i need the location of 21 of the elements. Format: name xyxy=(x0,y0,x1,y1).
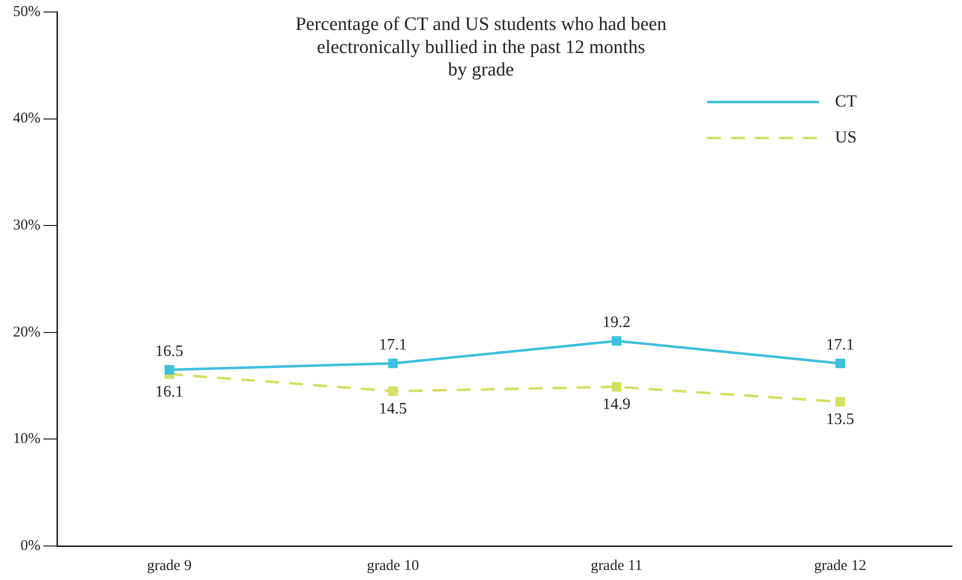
y-tick-label: 50% xyxy=(12,4,40,20)
data-label: 16.5 xyxy=(155,342,184,360)
data-label: 17.1 xyxy=(378,336,407,354)
text: Percentage of CT and US students who had been electronically bullied in the past 12 months by grade xyxy=(295,14,668,81)
y-tick-label: 0% xyxy=(20,538,40,554)
data-label: 13.5 xyxy=(826,411,854,428)
data-label: 14.9 xyxy=(602,396,631,414)
y-tick-label: 40% xyxy=(12,110,40,127)
y-tick-label: 10% xyxy=(12,431,40,448)
x-tick-label: grade 9 xyxy=(147,558,192,574)
text: CT xyxy=(835,91,858,110)
data-label: 16.1 xyxy=(155,383,184,400)
x-tick-label: grade 11 xyxy=(590,558,642,574)
data-label: 17.1 xyxy=(826,336,854,354)
text: US xyxy=(835,127,857,146)
x-tick-label: grade 12 xyxy=(814,558,866,574)
x-tick-label: grade 10 xyxy=(366,558,419,574)
y-tick-label: 20% xyxy=(12,324,40,340)
data-label: 14.5 xyxy=(378,400,407,418)
y-tick-label: 30% xyxy=(12,218,40,234)
data-label: 19.2 xyxy=(602,314,631,332)
